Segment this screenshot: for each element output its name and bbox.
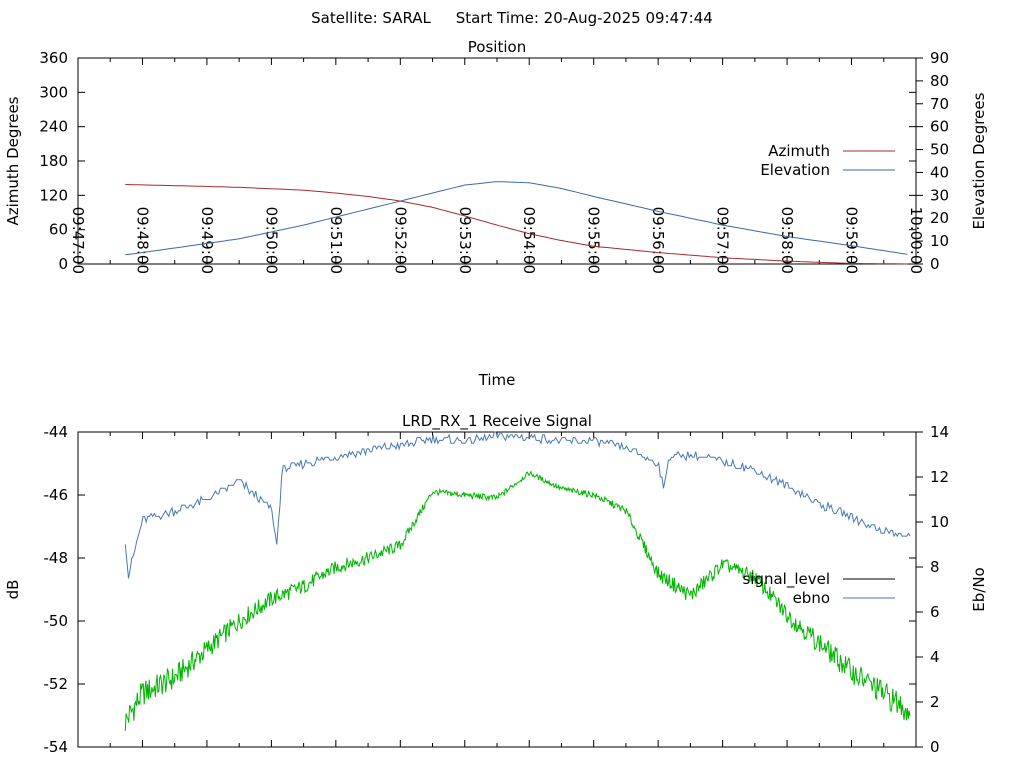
x-tick-label: 09:50:00 — [262, 207, 280, 274]
y-tick-label: -44 — [44, 423, 69, 441]
legend-label-signal-level: signal_level — [742, 570, 830, 589]
y2-axis-label: Elevation Degrees — [970, 92, 988, 229]
x-tick-label: 09:57:00 — [714, 207, 732, 274]
y-tick-label: 360 — [39, 49, 68, 67]
legend-label-ebno: ebno — [793, 589, 830, 607]
start-time-label: Start Time: 20-Aug-2025 09:47:44 — [456, 9, 713, 27]
y2-axis-label: Eb/No — [970, 567, 988, 611]
y-axis-label: Azimuth Degrees — [4, 96, 22, 225]
x-axis-label: Time — [478, 371, 516, 389]
legend-label-azimuth: Azimuth — [768, 142, 830, 160]
series-line-signal-level — [124, 470, 911, 731]
y-tick-label: -48 — [44, 549, 69, 567]
y2-tick-label: 60 — [930, 118, 949, 136]
y-tick-label: -54 — [44, 738, 69, 756]
y2-tick-label: 80 — [930, 72, 949, 90]
y-tick-label: 60 — [49, 221, 68, 239]
y2-tick-label: 30 — [930, 186, 949, 204]
x-tick-label: 09:52:00 — [391, 207, 409, 274]
chart-title: Position — [468, 38, 526, 56]
y-tick-label: 180 — [39, 152, 68, 170]
y2-tick-label: 10 — [930, 513, 949, 531]
y-tick-label: -50 — [44, 612, 69, 630]
y2-tick-label: 50 — [930, 141, 949, 159]
position-chart: Position 0 60 120 180 240 300 360 0 10 20 30 40 50 60 7… — [4, 38, 988, 389]
series-line-azimuth — [125, 184, 908, 265]
x-tick-label: 09:54:00 — [520, 207, 538, 274]
y2-tick-label: 12 — [930, 468, 949, 486]
y2-tick-label: 8 — [930, 558, 940, 576]
x-tick-label: 09:47:00 — [69, 207, 87, 274]
y2-tick-label: 20 — [930, 209, 949, 227]
y2-tick-label: 90 — [930, 49, 949, 67]
plot-frame — [77, 431, 917, 748]
y2-tick-label: 4 — [930, 648, 940, 666]
x-tick-label: 09:51:00 — [327, 207, 345, 274]
y-tick-label: 0 — [58, 255, 68, 273]
header-title: Satellite: SARAL Start Time: 20-Aug-2025… — [311, 9, 713, 27]
chart-title: LRD_RX_1 Receive Signal — [402, 412, 592, 431]
series-line-elevation — [125, 181, 908, 256]
series-line-ebno — [124, 431, 911, 579]
y-tick-label: -52 — [44, 675, 69, 693]
y2-tick-label: 2 — [930, 693, 940, 711]
x-tick-label: 09:48:00 — [133, 207, 151, 274]
x-tick-label: 10:00:00 — [907, 207, 925, 274]
x-tick-label: 09:58:00 — [778, 207, 796, 274]
y2-tick-label: 10 — [930, 232, 949, 250]
y-tick-label: 120 — [39, 186, 68, 204]
x-tick-label: 09:59:00 — [843, 207, 861, 274]
y-axis-label: dB — [4, 580, 22, 600]
y2-tick-label: 40 — [930, 163, 949, 181]
y2-tick-label: 6 — [930, 603, 940, 621]
x-tick-label: 09:56:00 — [649, 207, 667, 274]
y2-tick-label: 14 — [930, 423, 949, 441]
y2-tick-label: 0 — [930, 738, 940, 756]
y-tick-label: -46 — [44, 486, 69, 504]
satellite-label: Satellite: SARAL — [311, 9, 431, 27]
receive-signal-chart: LRD_RX_1 Receive Signal -54 -52 -50 -48 -46 -4… — [4, 412, 988, 756]
y2-tick-label: 70 — [930, 95, 949, 113]
x-tick-label: 09:55:00 — [585, 207, 603, 274]
y-tick-label: 240 — [39, 118, 68, 136]
x-tick-label: 09:49:00 — [198, 207, 216, 274]
x-tick-label: 09:53:00 — [456, 207, 474, 274]
legend-label-elevation: Elevation — [760, 161, 830, 179]
y-tick-label: 300 — [39, 83, 68, 101]
y2-tick-label: 0 — [930, 255, 940, 273]
